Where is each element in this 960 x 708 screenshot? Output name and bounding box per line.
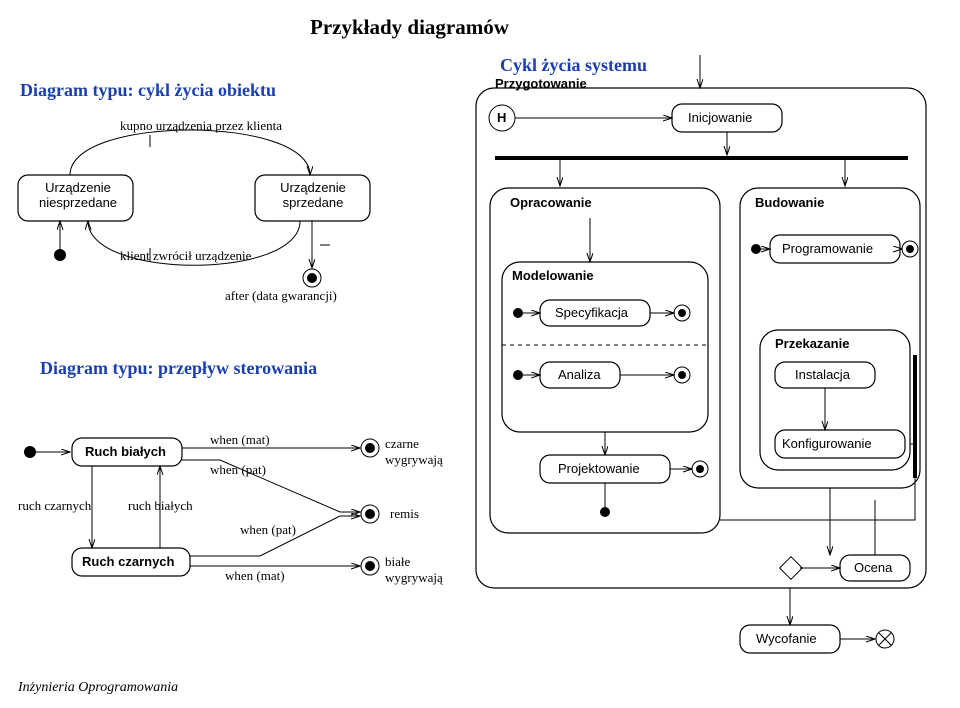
- init-label: Inicjowanie: [688, 110, 752, 125]
- ruch-czarnych: ruch czarnych: [18, 498, 91, 514]
- left-top-title: Diagram typu: cykl życia obiektu: [20, 80, 276, 101]
- ruch-bialych: ruch białych: [128, 498, 193, 514]
- when-mat-2: when (mat): [225, 568, 285, 584]
- build-label: Budowanie: [755, 195, 824, 210]
- state-white: Ruch białych: [85, 444, 166, 459]
- when-pat-2: when (pat): [240, 522, 296, 538]
- trans-zwrot: klient zwrócił urządzenie: [120, 248, 251, 264]
- when-mat-1: when (mat): [210, 432, 270, 448]
- end-white-win: białe wygrywają: [385, 554, 443, 586]
- prep-label: Przygotowanie: [495, 76, 587, 91]
- h-label: H: [497, 110, 506, 125]
- eval-label: Ocena: [854, 560, 892, 575]
- footer: Inżynieria Oprogramowania: [18, 680, 178, 696]
- end-draw: remis: [390, 506, 419, 522]
- model-label: Modelowanie: [512, 268, 594, 283]
- left-mid-title: Diagram typu: przepływ sterowania: [40, 358, 317, 379]
- withdraw-label: Wycofanie: [756, 631, 817, 646]
- state-sold: Urządzenie sprzedane: [263, 180, 363, 210]
- config-label: Konfigurowanie: [782, 436, 872, 451]
- spec-label: Specyfikacja: [555, 305, 628, 320]
- dev-label: Opracowanie: [510, 195, 592, 210]
- proj-label: Projektowanie: [558, 461, 640, 476]
- prog-label: Programowanie: [782, 241, 873, 256]
- handover-label: Przekazanie: [775, 336, 849, 351]
- main-title: Przykłady diagramów: [310, 15, 509, 40]
- end-black-win: czarne wygrywają: [385, 436, 443, 468]
- when-pat-1: when (pat): [210, 462, 266, 478]
- trans-after: after (data gwarancji): [225, 288, 337, 304]
- right-top-title: Cykl życia systemu: [500, 55, 647, 76]
- install-label: Instalacja: [795, 367, 850, 382]
- state-unsold: Urządzenie niesprzedane: [28, 180, 128, 210]
- anal-label: Analiza: [558, 367, 601, 382]
- trans-kupno: kupno urządzenia przez klienta: [120, 118, 282, 134]
- state-black: Ruch czarnych: [82, 554, 174, 569]
